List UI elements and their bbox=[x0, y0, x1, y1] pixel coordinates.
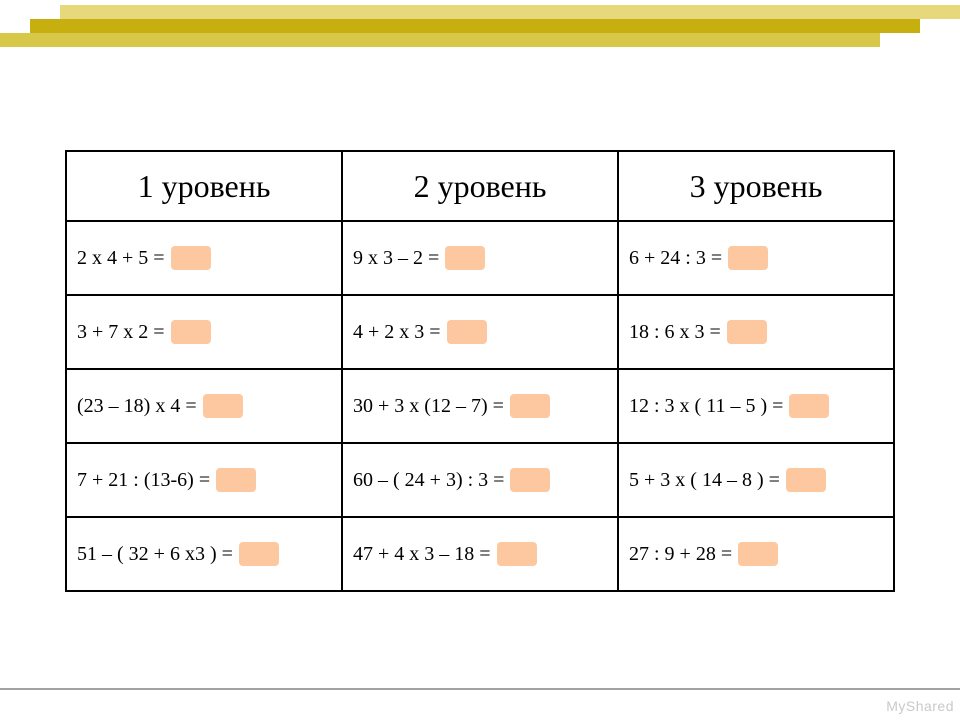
expr-3-1: (23 – 18) х 4 = bbox=[77, 395, 197, 418]
answer-cover bbox=[203, 394, 243, 418]
col-header-3: 3 уровень bbox=[618, 151, 894, 221]
answer-cover bbox=[510, 394, 550, 418]
table-row: 51 – ( 32 + 6 х3 ) = 47 + 4 х 3 – 18 = 2… bbox=[66, 517, 894, 591]
answer-cover bbox=[727, 320, 767, 344]
expr-1-2: 9 х 3 – 2 = bbox=[353, 247, 439, 270]
expr-4-2: 60 – ( 24 + 3) : 3 = bbox=[353, 469, 504, 492]
answer-cover bbox=[171, 246, 211, 270]
answer-cover bbox=[447, 320, 487, 344]
expr-2-1: 3 + 7 х 2 = bbox=[77, 321, 165, 344]
answer-cover bbox=[171, 320, 211, 344]
expr-2-2: 4 + 2 х 3 = bbox=[353, 321, 441, 344]
answer-cover bbox=[510, 468, 550, 492]
answer-cover bbox=[445, 246, 485, 270]
expr-5-1: 51 – ( 32 + 6 х3 ) = bbox=[77, 543, 233, 566]
answer-cover bbox=[239, 542, 279, 566]
expr-1-1: 2 х 4 + 5 = bbox=[77, 247, 165, 270]
answer-cover bbox=[728, 246, 768, 270]
expr-2-3: 18 : 6 х 3 = bbox=[629, 321, 721, 344]
col-header-2: 2 уровень bbox=[342, 151, 618, 221]
levels-table: 1 уровень 2 уровень 3 уровень 2 х 4 + 5 … bbox=[65, 150, 895, 592]
answer-cover bbox=[789, 394, 829, 418]
col-header-1: 1 уровень bbox=[66, 151, 342, 221]
watermark: MyShared bbox=[886, 698, 954, 714]
answer-cover bbox=[497, 542, 537, 566]
deco-bar-2 bbox=[30, 19, 920, 33]
expr-5-3: 27 : 9 + 28 = bbox=[629, 543, 732, 566]
table-row: 7 + 21 : (13-6) = 60 – ( 24 + 3) : 3 = 5… bbox=[66, 443, 894, 517]
expr-4-1: 7 + 21 : (13-6) = bbox=[77, 469, 210, 492]
deco-bar-1 bbox=[60, 5, 960, 19]
table-header-row: 1 уровень 2 уровень 3 уровень bbox=[66, 151, 894, 221]
expr-3-3: 12 : 3 х ( 11 – 5 ) = bbox=[629, 395, 783, 418]
deco-bar-3 bbox=[0, 33, 880, 47]
expr-5-2: 47 + 4 х 3 – 18 = bbox=[353, 543, 491, 566]
expr-4-3: 5 + 3 х ( 14 – 8 ) = bbox=[629, 469, 780, 492]
answer-cover bbox=[216, 468, 256, 492]
table-row: 3 + 7 х 2 = 4 + 2 х 3 = 18 : 6 х 3 = bbox=[66, 295, 894, 369]
table-row: (23 – 18) х 4 = 30 + 3 х (12 – 7) = 12 :… bbox=[66, 369, 894, 443]
expr-3-2: 30 + 3 х (12 – 7) = bbox=[353, 395, 504, 418]
expr-1-3: 6 + 24 : 3 = bbox=[629, 247, 722, 270]
table-row: 2 х 4 + 5 = 9 х 3 – 2 = 6 + 24 : 3 = bbox=[66, 221, 894, 295]
footer-divider bbox=[0, 688, 960, 690]
answer-cover bbox=[738, 542, 778, 566]
answer-cover bbox=[786, 468, 826, 492]
